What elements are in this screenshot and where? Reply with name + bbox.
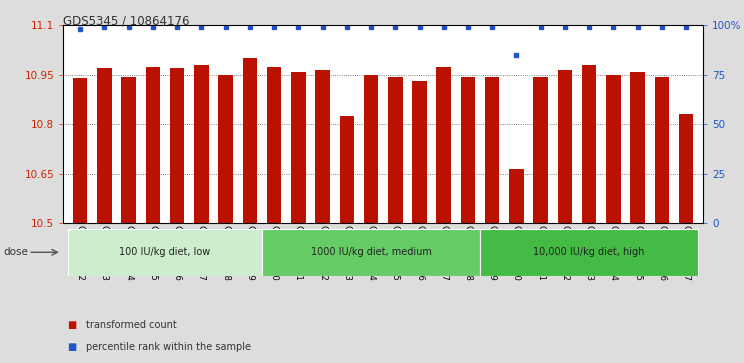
Text: ■: ■ — [67, 320, 76, 330]
Bar — [509, 169, 524, 223]
Text: 10,000 IU/kg diet, high: 10,000 IU/kg diet, high — [533, 247, 645, 257]
Text: GDS5345 / 10864176: GDS5345 / 10864176 — [63, 15, 190, 28]
Bar — [679, 114, 693, 223]
Bar — [243, 58, 257, 223]
Text: transformed count: transformed count — [86, 320, 176, 330]
Bar — [533, 77, 548, 223]
Bar — [291, 72, 306, 223]
Bar — [582, 65, 597, 223]
Bar — [68, 229, 262, 276]
Bar — [170, 68, 185, 223]
Bar — [558, 70, 572, 223]
Bar — [412, 81, 427, 223]
Text: dose: dose — [4, 247, 28, 257]
Text: 1000 IU/kg diet, medium: 1000 IU/kg diet, medium — [310, 247, 432, 257]
Bar — [194, 65, 208, 223]
Bar — [630, 72, 645, 223]
Bar — [146, 67, 160, 223]
Bar — [437, 67, 451, 223]
Bar — [267, 67, 281, 223]
Bar — [461, 77, 475, 223]
Text: ■: ■ — [67, 342, 76, 352]
Bar — [339, 116, 354, 223]
Bar — [480, 229, 698, 276]
Bar — [262, 229, 480, 276]
Bar — [315, 70, 330, 223]
Bar — [121, 77, 136, 223]
Text: 100 IU/kg diet, low: 100 IU/kg diet, low — [119, 247, 211, 257]
Bar — [364, 75, 378, 223]
Bar — [97, 68, 112, 223]
Bar — [73, 78, 88, 223]
Bar — [388, 77, 403, 223]
Bar — [606, 75, 620, 223]
Bar — [485, 77, 499, 223]
Bar — [218, 75, 233, 223]
Bar — [655, 77, 669, 223]
Text: percentile rank within the sample: percentile rank within the sample — [86, 342, 251, 352]
